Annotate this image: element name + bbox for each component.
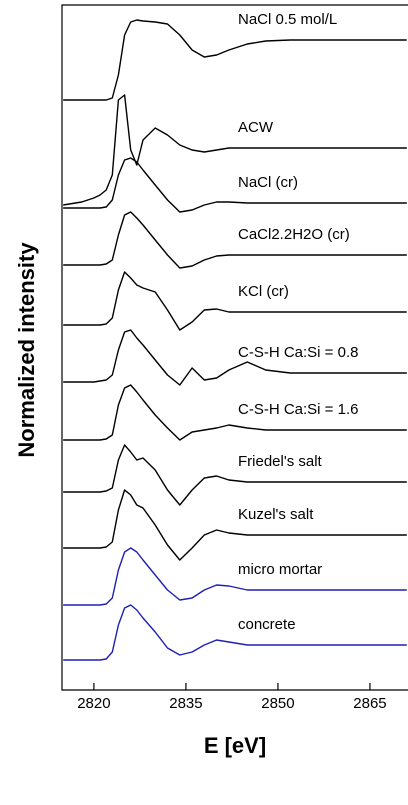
y-axis-label: Normalized intensity [14, 242, 39, 458]
series-label: Kuzel's salt [238, 506, 314, 523]
x-axis-label: E [eV] [204, 733, 266, 758]
series-label: C-S-H Ca:Si = 0.8 [238, 344, 358, 361]
x-tick-label: 2835 [169, 695, 202, 712]
spectrum-line [63, 489, 407, 561]
spectrum-line [63, 271, 407, 331]
spectrum-line [63, 444, 407, 506]
series-label: CaCl2.2H2O (cr) [238, 226, 350, 243]
x-tick-label: 2850 [261, 695, 294, 712]
x-tick-label: 2820 [77, 695, 110, 712]
series-label: Friedel's salt [238, 453, 323, 470]
plot-frame [61, 4, 408, 691]
spectrum-line [63, 604, 407, 661]
series-label: ACW [238, 119, 274, 136]
x-tick-label: 2865 [353, 695, 386, 712]
spectrum-line [63, 384, 407, 441]
series-label: NaCl 0.5 mol/L [238, 11, 337, 28]
plot-area: NaCl 0.5 mol/L ACW NaCl (cr) CaCl2.2H2O (cr… [63, 11, 407, 661]
series-label: KCl (cr) [238, 283, 289, 300]
spectrum-line [63, 157, 407, 213]
series-label: micro mortar [238, 561, 322, 578]
spectrum-line [63, 19, 407, 101]
series-label: NaCl (cr) [238, 174, 298, 191]
series-label: concrete [238, 616, 296, 633]
spectrum-line [63, 547, 407, 606]
spectrum-line [63, 211, 407, 269]
series-label: C-S-H Ca:Si = 1.6 [238, 401, 358, 418]
spectrum-line [63, 94, 407, 206]
spectrum-line [63, 329, 407, 386]
